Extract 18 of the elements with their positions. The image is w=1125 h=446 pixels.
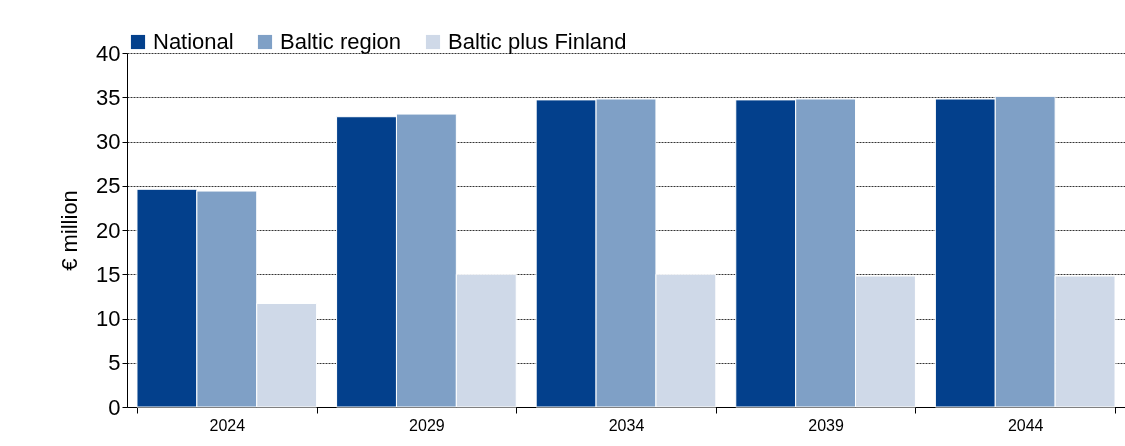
legend-label: Baltic region (280, 29, 402, 54)
y-tick-label: 5 (108, 350, 121, 376)
y-tick-label: 20 (96, 217, 121, 243)
legend-label: National (153, 29, 234, 54)
x-tick-label: 2039 (808, 416, 844, 434)
x-tick-label: 2024 (209, 416, 246, 434)
y-tick-label: 0 (108, 394, 121, 420)
y-tick-label: 25 (96, 173, 121, 199)
y-axis-title: € million (57, 190, 83, 271)
y-tick-label: 15 (96, 261, 121, 287)
y-tick-label: 10 (96, 306, 121, 331)
x-tick-label: 2044 (1007, 416, 1044, 434)
y-tick-label: 40 (96, 40, 121, 66)
y-tick-label: 35 (96, 84, 121, 110)
legend-label: Baltic plus Finland (448, 29, 627, 54)
x-tick-label: 2029 (409, 416, 445, 434)
x-tick-label: 2034 (608, 416, 645, 434)
y-tick-label: 30 (96, 129, 121, 154)
